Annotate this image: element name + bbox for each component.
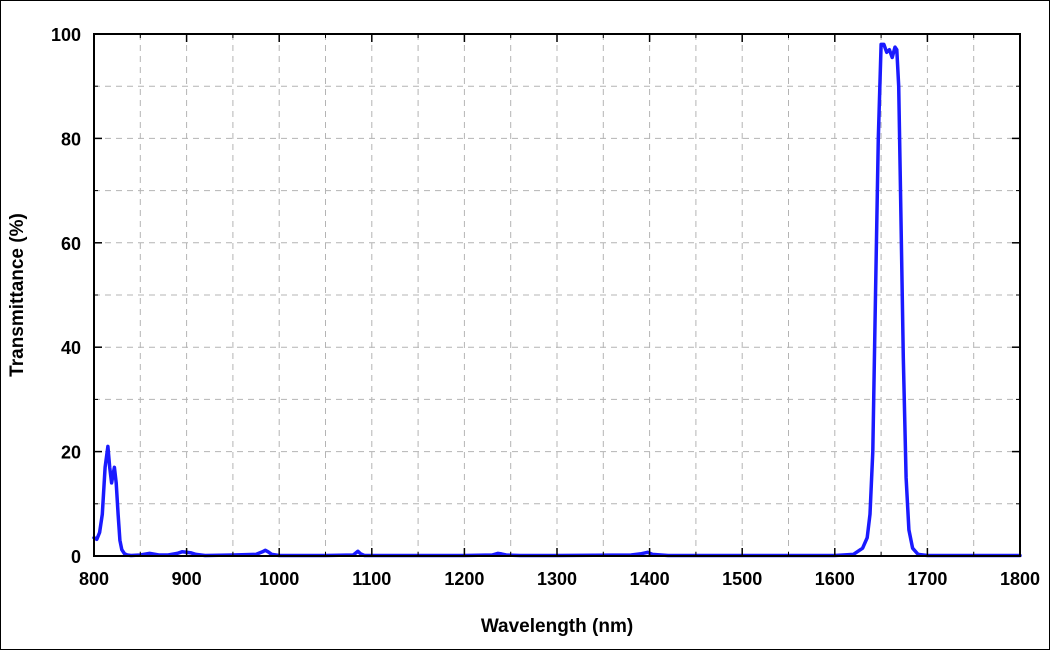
y-tick-label: 60 — [61, 234, 81, 254]
y-tick-label: 0 — [71, 547, 81, 567]
x-tick-label: 1500 — [722, 569, 762, 589]
y-tick-label: 40 — [61, 338, 81, 358]
x-axis-label: Wavelength (nm) — [481, 616, 633, 637]
x-tick-label: 900 — [172, 569, 202, 589]
x-tick-label: 800 — [79, 569, 109, 589]
y-axis-label: Transmittance (%) — [7, 213, 28, 377]
x-tick-label: 1300 — [537, 569, 577, 589]
x-tick-label: 1700 — [907, 569, 947, 589]
x-tick-label: 1100 — [352, 569, 391, 589]
x-tick-label: 1200 — [444, 569, 484, 589]
grid — [94, 34, 1020, 556]
x-tick-label: 1000 — [259, 569, 299, 589]
y-tick-label: 80 — [61, 129, 81, 149]
x-tick-label: 1600 — [815, 569, 855, 589]
x-tick-label: 1400 — [630, 569, 670, 589]
y-tick-label: 100 — [51, 25, 81, 45]
axis-ticks: 800 900 1000 1100 1200 1300 1400 1500 1600 1700 18… — [51, 25, 1040, 589]
y-tick-label: 20 — [61, 443, 81, 463]
x-tick-label: 1800 — [1000, 569, 1040, 589]
